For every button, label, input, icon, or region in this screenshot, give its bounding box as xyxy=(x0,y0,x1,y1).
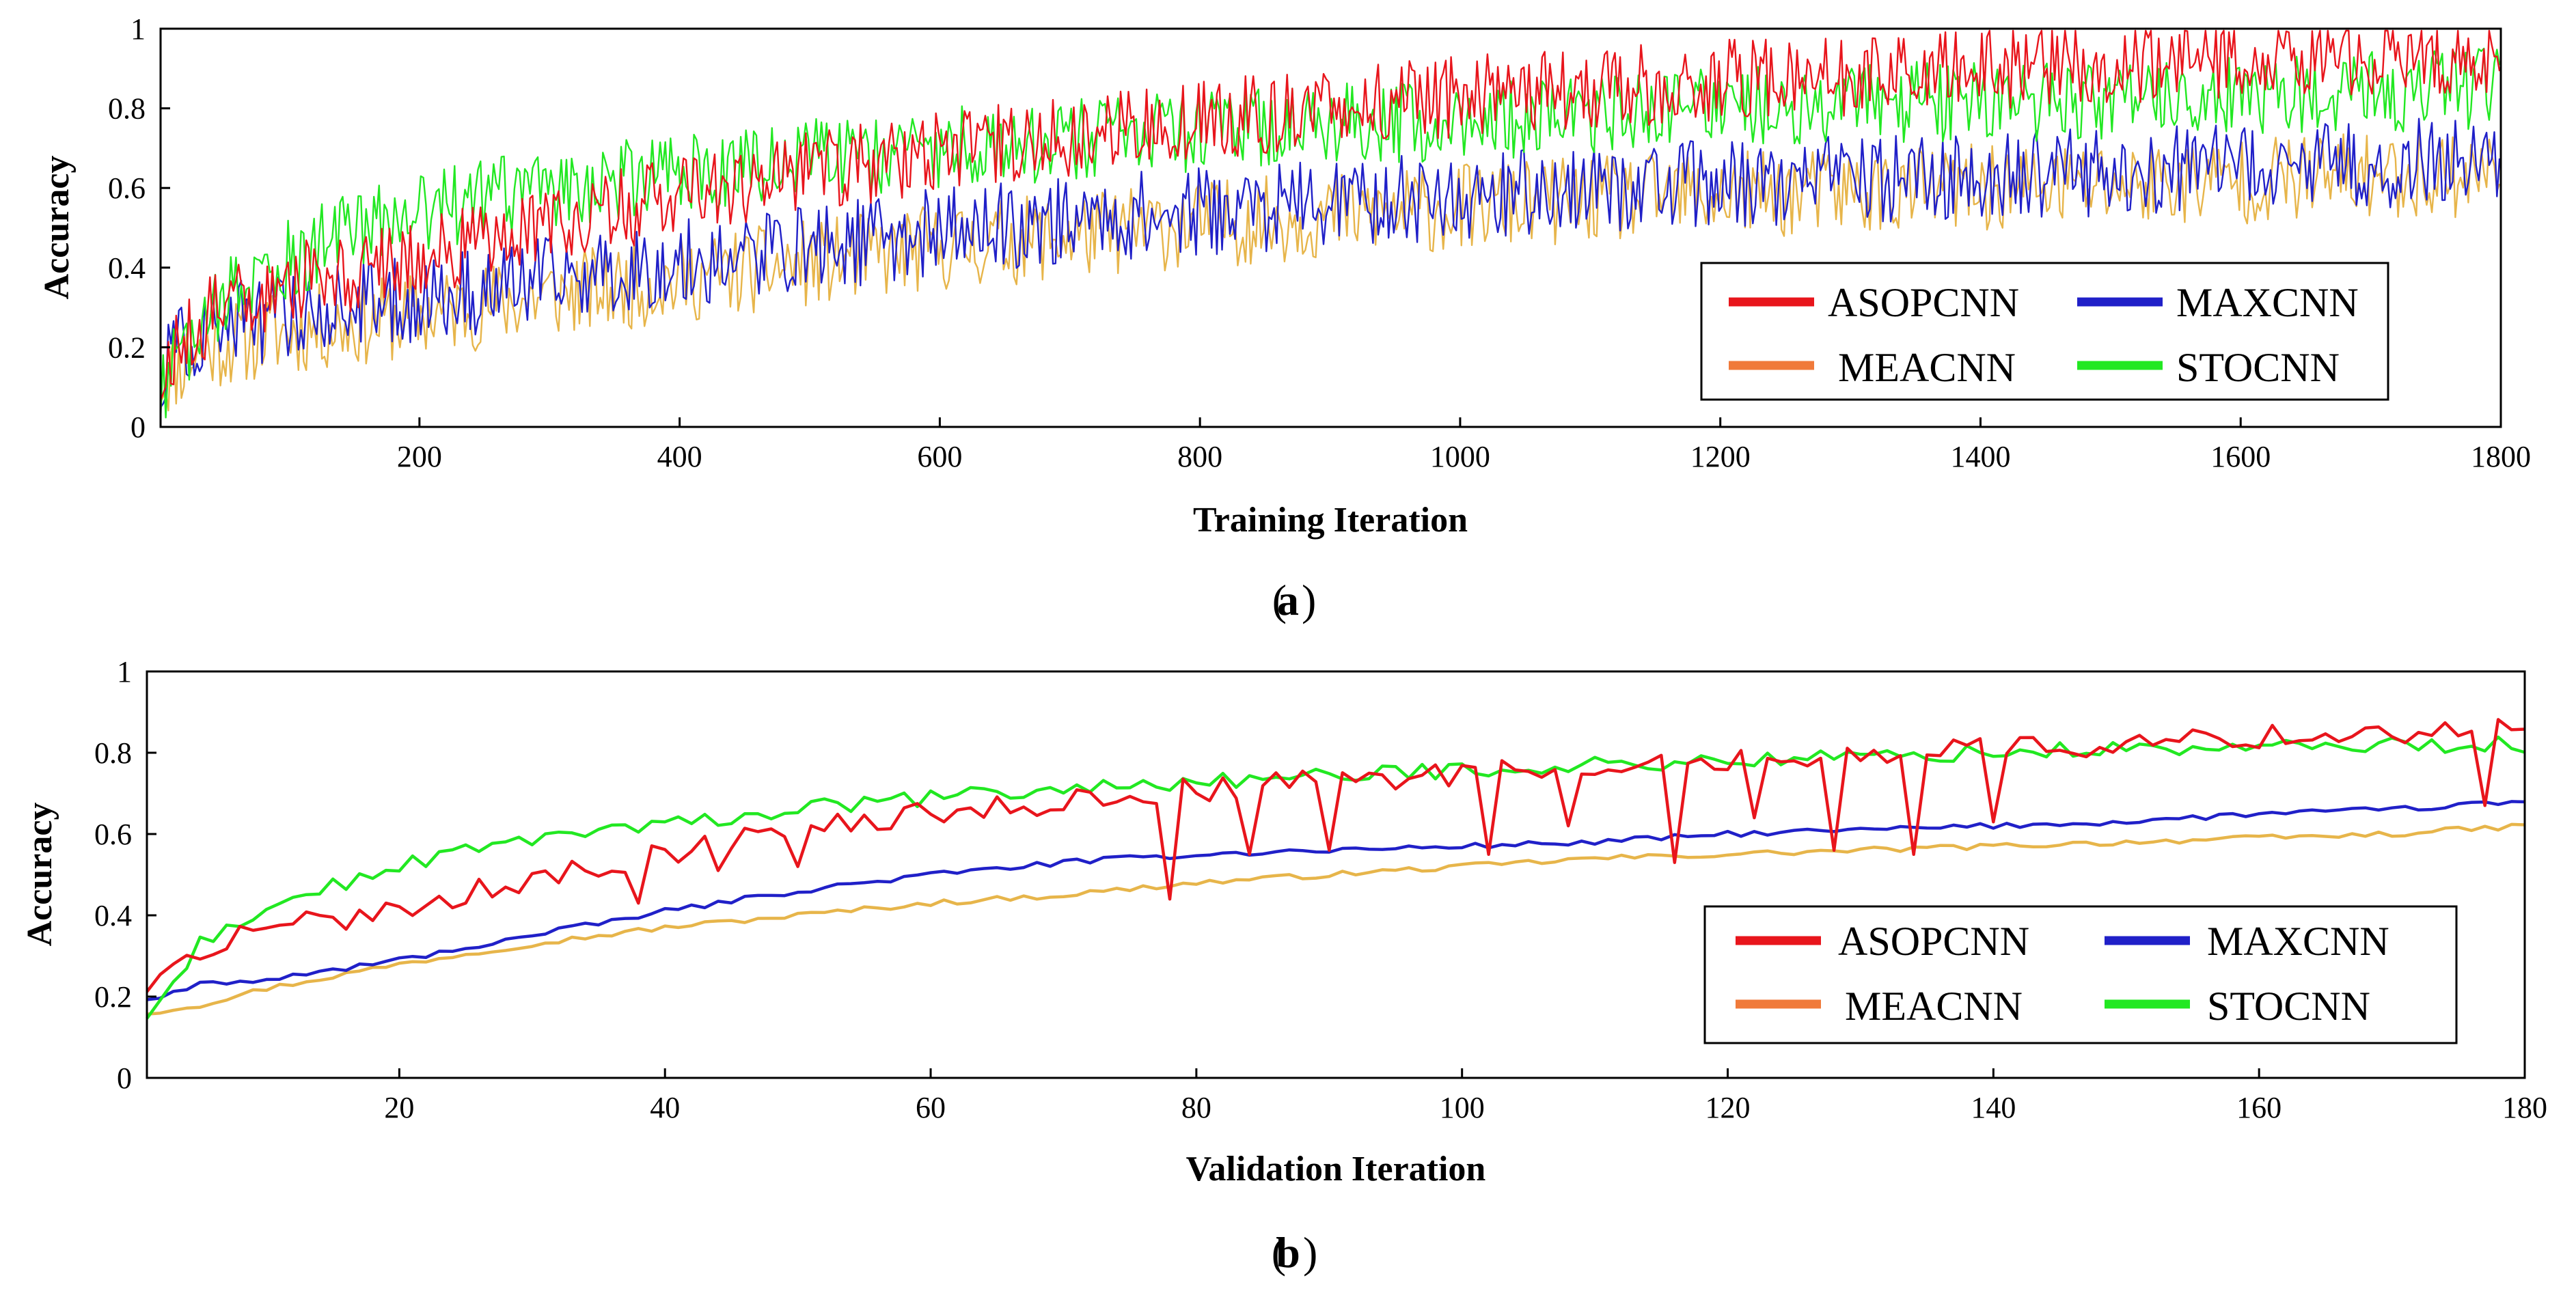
panel-b-legend-entry-meacnn: MEACNN xyxy=(1736,984,2023,1029)
panel-b-legend-asopcnn-label: ASOPCNN xyxy=(1838,919,2029,964)
panel-b-plot-area xyxy=(146,718,2525,1020)
panel-a-y-axis-label: Accuracy xyxy=(38,156,77,300)
panel-a-y-tick-label: 0.8 xyxy=(108,92,146,126)
panel-b-x-tick-label: 140 xyxy=(1971,1091,2016,1124)
panel-a-x-tick-label: 1800 xyxy=(2471,440,2531,473)
panel-b-legend-stocnn-label: STOCNN xyxy=(2207,984,2370,1029)
panel-b-x-tick-label: 100 xyxy=(1440,1091,1485,1124)
panel-a-caption: ( a ) xyxy=(1272,576,1317,624)
panel-a-x-tick-label: 1400 xyxy=(1950,440,2010,473)
panel-b-x-tick-label: 20 xyxy=(384,1091,414,1124)
panel-b-legend-meacnn-label: MEACNN xyxy=(1845,984,2023,1029)
panel-b-caption-close-paren: ) xyxy=(1303,1228,1317,1277)
panel-a-x-tick-label: 1600 xyxy=(2210,440,2271,473)
panel-a-legend-entry-stocnn: STOCNN xyxy=(2077,345,2340,390)
panel-b-y-tick-label: 1 xyxy=(117,655,132,689)
panel-b-chart: 0 0.2 0.4 0.6 0.8 1 20 40 60 80 100 120 140 160 180 V… xyxy=(20,655,2547,1277)
panel-a-caption-letter: a xyxy=(1277,576,1299,624)
panel-b-x-tick-label: 180 xyxy=(2502,1091,2547,1124)
panel-b-plot-frame xyxy=(146,670,2526,1079)
panel-a-y-tick-label: 0.6 xyxy=(108,171,146,205)
panel-a-x-ticks: 200 400 600 800 1000 1200 1400 1600 1800 xyxy=(397,417,2531,473)
panel-a-legend-entry-asopcnn: ASOPCNN xyxy=(1729,280,2019,325)
panel-b-x-ticks: 20 40 60 80 100 120 140 160 180 xyxy=(384,1068,2547,1124)
panel-b-series-asopcnn-line xyxy=(146,718,2525,993)
panel-a-legend-maxcnn-label: MAXCNN xyxy=(2176,280,2359,325)
panel-b-caption-open-paren: ( xyxy=(1272,1228,1286,1277)
panel-b-y-tick-label: 0.4 xyxy=(94,899,132,932)
panel-a-caption-open-paren: ( xyxy=(1272,576,1287,624)
panel-a-chart: 0 0.2 0.4 0.6 0.8 1 200 400 600 800 1000 1200 1400 1… xyxy=(38,12,2531,624)
panel-b-legend: ASOPCNN MAXCNN MEACNN STOCNN xyxy=(1703,905,2458,1044)
panel-a-plot-frame xyxy=(159,27,2502,428)
panel-a-x-tick-label: 800 xyxy=(1177,440,1222,473)
panel-b-y-tick-label: 0.2 xyxy=(94,980,132,1014)
panel-a-y-tick-label: 0 xyxy=(131,411,146,444)
panel-b-legend-maxcnn-label: MAXCNN xyxy=(2207,919,2389,964)
panel-b-legend-box xyxy=(1703,905,2458,1044)
panel-a-x-tick-label: 400 xyxy=(657,440,702,473)
panel-b-y-tick-label: 0 xyxy=(117,1061,132,1095)
panel-a-x-tick-label: 200 xyxy=(397,440,442,473)
panel-a-legend: ASOPCNN MAXCNN MEACNN STOCNN xyxy=(1700,262,2389,401)
panel-b-x-axis-label: Validation Iteration xyxy=(1186,1150,1486,1189)
panel-a-y-ticks: 0 0.2 0.4 0.6 0.8 1 xyxy=(108,12,170,444)
panel-b-x-tick-label: 160 xyxy=(2236,1091,2282,1124)
panel-b-y-tick-label: 0.8 xyxy=(94,736,132,770)
panel-a-y-tick-label: 0.4 xyxy=(108,251,146,285)
panel-b-series-maxcnn-line xyxy=(146,800,2525,1001)
panel-b-caption: ( b ) xyxy=(1272,1228,1318,1277)
panel-a-y-tick-label: 0.2 xyxy=(108,331,146,364)
panel-b-series-meacnn-line xyxy=(146,822,2525,1016)
panel-a-x-tick-label: 1000 xyxy=(1430,440,1490,473)
panel-a-legend-box xyxy=(1700,262,2389,401)
panel-b-y-tick-label: 0.6 xyxy=(94,818,132,851)
panel-b-legend-entry-stocnn: STOCNN xyxy=(2105,984,2370,1029)
panel-a-legend-entry-maxcnn: MAXCNN xyxy=(2077,280,2359,325)
panel-b-x-tick-label: 80 xyxy=(1181,1091,1211,1124)
panel-a-legend-stocnn-label: STOCNN xyxy=(2176,345,2340,390)
panel-a-plot-area xyxy=(159,29,2501,419)
panel-a-legend-entry-meacnn: MEACNN xyxy=(1729,345,2016,390)
panel-a-series-asopcnn-line xyxy=(159,29,2501,400)
panel-b-legend-entry-asopcnn: ASOPCNN xyxy=(1736,919,2029,964)
panel-b-legend-entry-maxcnn: MAXCNN xyxy=(2105,919,2389,964)
panel-a-x-tick-label: 600 xyxy=(917,440,962,473)
panel-b-x-tick-label: 120 xyxy=(1705,1091,1751,1124)
panel-a-x-axis-label: Training Iteration xyxy=(1193,501,1468,540)
panel-b-y-axis-label: Accuracy xyxy=(20,803,59,947)
panel-a-x-tick-label: 1200 xyxy=(1690,440,1751,473)
panel-b-series-stocnn-line xyxy=(146,735,2525,1020)
panel-b-y-ticks: 0 0.2 0.4 0.6 0.8 1 xyxy=(94,655,156,1095)
panel-b-x-tick-label: 60 xyxy=(916,1091,946,1124)
panel-b-x-tick-label: 40 xyxy=(650,1091,680,1124)
panel-a-caption-close-paren: ) xyxy=(1302,576,1316,624)
panel-a-y-tick-label: 1 xyxy=(131,12,146,46)
panel-a-legend-asopcnn-label: ASOPCNN xyxy=(1828,280,2019,325)
panel-b-caption-letter: b xyxy=(1276,1228,1300,1277)
panel-a-legend-meacnn-label: MEACNN xyxy=(1838,345,2016,390)
